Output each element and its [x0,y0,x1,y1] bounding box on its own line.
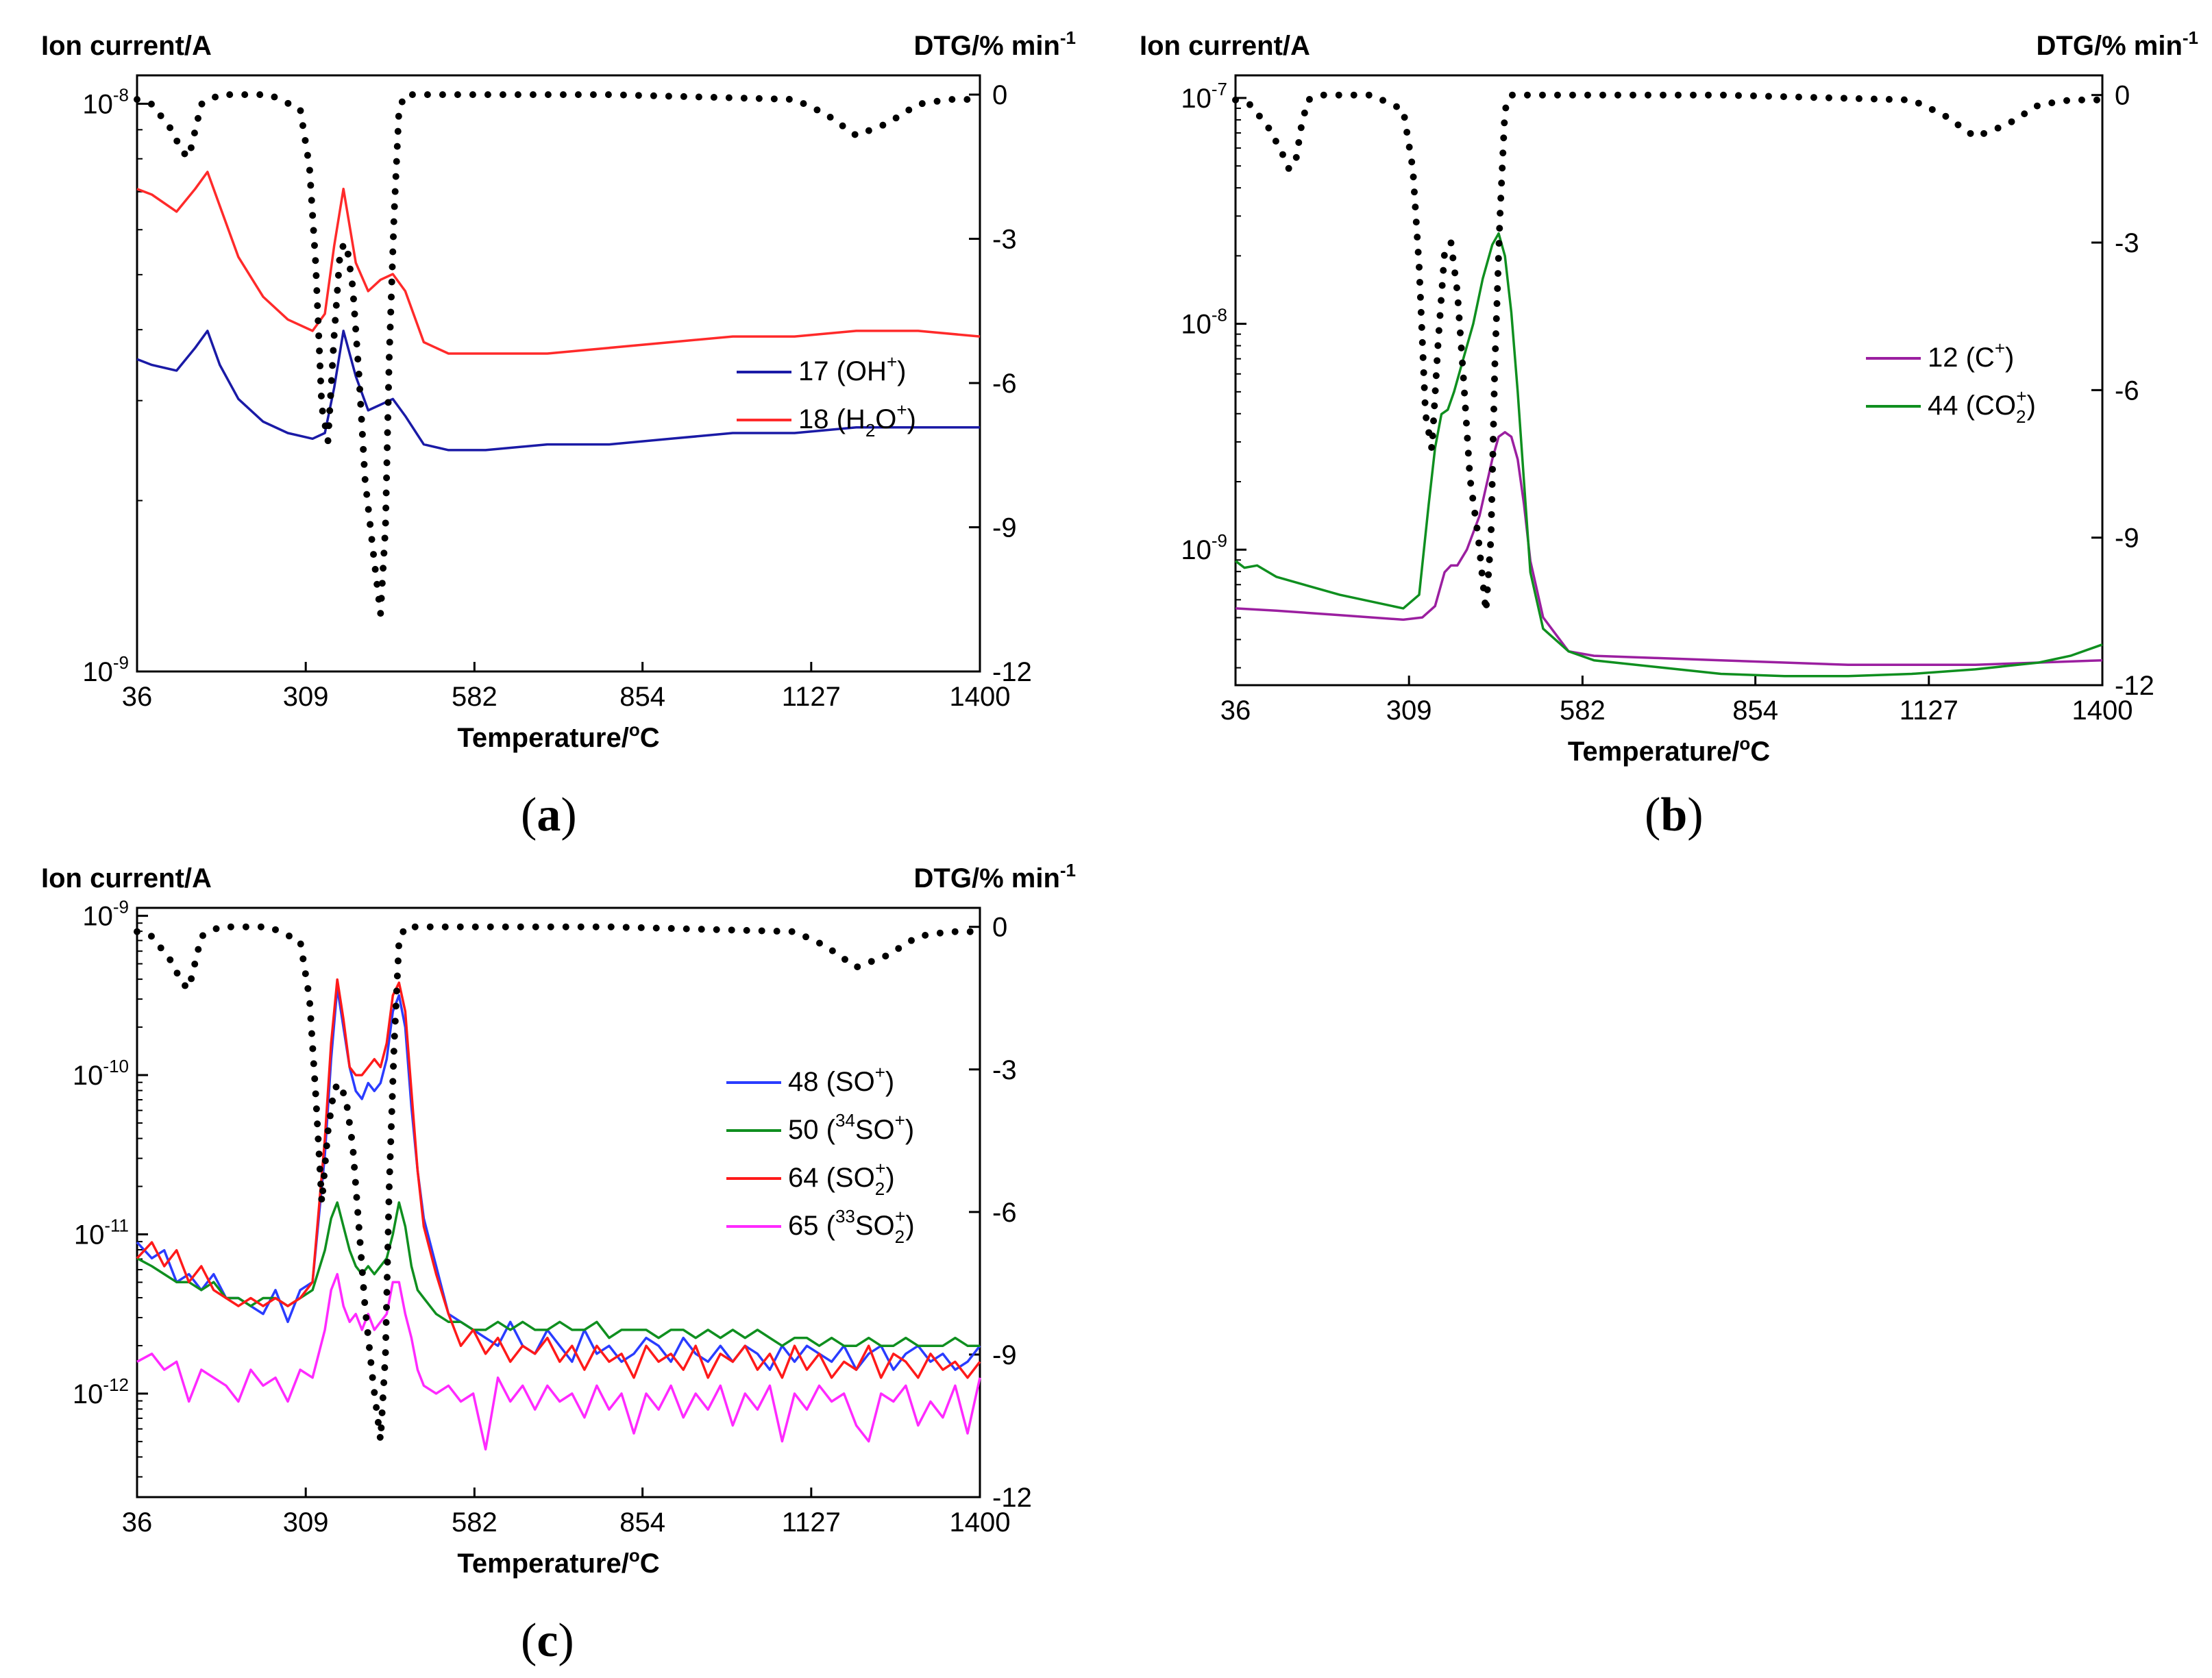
x-tick-label: 854 [619,1507,665,1538]
y2-tick-label: 0 [2115,81,2130,111]
legend-label: 12 (C+) [1928,338,2014,373]
x-tick-label: 36 [1220,695,1251,726]
series-line-so2_33 [136,1272,981,1451]
dtg-series-line [1232,91,2106,612]
y2-tick-label: -3 [2115,228,2139,258]
y-tick-label: 10-8 [82,84,129,119]
y2-tick-label: -6 [992,1198,1017,1228]
plot-frame [1234,74,2104,687]
x-tick-label: 309 [1386,695,1432,726]
series-line-oh [136,330,980,452]
caption-b: (b) [1645,789,1704,841]
x-tick-label: 854 [619,682,665,712]
caption-c: (c) [521,1614,574,1667]
left-axis-title: Ion current/A [1140,31,1310,61]
x-tick-label: 309 [283,682,329,712]
plot-frame [136,74,981,673]
y2-tick-label: -12 [992,657,1032,687]
dtg-series-line [134,923,983,1441]
chart-svg-c: Ion current/A DTG/% min-1 36 309 582 854 1127 1… [41,860,1076,1579]
y-tick-label: 10-9 [82,897,129,932]
y2-tick-label: -3 [992,1055,1017,1085]
left-axis-title: Ion current/A [41,863,212,893]
y2-tick-label: -12 [2115,671,2154,701]
legend-label: 65 (33SO2+) [788,1206,915,1247]
plot-frame [136,906,981,1498]
x-tick-label: 582 [452,682,497,712]
legend-label: 48 (SO+) [788,1062,894,1097]
legend-label: 64 (SO2+) [788,1158,895,1199]
x-tick-label: 582 [452,1507,497,1538]
y2-tick-label: 0 [992,80,1007,110]
x-axis-title: Temperature/oC [457,1545,659,1579]
y-tick-label: 10-8 [1181,305,1227,340]
x-tick-label: 1400 [950,1507,1011,1538]
chart-svg-b: Ion current/A DTG/% min-1 36 309 582 854 1127 1… [1140,27,2198,767]
x-tick-label: 36 [122,682,153,712]
y-tick-label: 10-9 [1181,530,1227,565]
series-line-so2 [136,978,981,1379]
x-tick-label: 1400 [950,682,1011,712]
x-tick-label: 854 [1732,695,1778,726]
chart-panel-a: Ion current/A DTG/% min-1 36 309 582 854 1127 1… [0,0,1096,850]
x-axis-title: Temperature/oC [457,719,659,753]
x-tick-label: 1127 [1900,695,1958,726]
y-tick-label: 10-12 [73,1374,129,1409]
x-tick-label: 1400 [2072,695,2133,726]
right-axis-title: DTG/% min-1 [914,27,1076,61]
x-tick-label: 1127 [782,682,841,712]
x-tick-label: 1127 [782,1507,841,1538]
legend-label: 18 (H2O+) [798,399,916,441]
series-line-co2 [1234,232,2103,678]
y2-tick-label: -9 [992,1340,1017,1370]
x-tick-label: 582 [1560,695,1606,726]
y-tick-label: 10-11 [74,1215,129,1250]
chart-svg-a: Ion current/A DTG/% min-1 36 309 582 854 1127 1… [41,27,1076,753]
y2-tick-label: -12 [992,1483,1032,1513]
dtg-series-line [134,91,983,615]
y2-tick-label: -3 [992,225,1017,255]
legend-label: 50 (34SO+) [788,1110,914,1145]
x-tick-label: 309 [283,1507,329,1538]
legend-label: 17 (OH+) [798,351,906,386]
series-line-c [1235,431,2103,667]
y-tick-label: 10-9 [82,652,129,687]
series-line-h2o [136,171,981,355]
y2-tick-label: -9 [992,513,1017,543]
y-tick-label: 10-7 [1181,79,1227,114]
y2-tick-label: -6 [2115,375,2139,406]
chart-panel-b: Ion current/A DTG/% min-1 36 309 582 854 1127 1… [1116,0,2212,850]
left-axis-title: Ion current/A [41,31,212,61]
y-tick-label: 10-10 [73,1056,129,1091]
x-axis-title: Temperature/oC [1568,733,1770,767]
legend-label: 44 (CO2+) [1928,386,2036,427]
y2-tick-label: -6 [992,369,1017,399]
right-axis-title: DTG/% min-1 [2037,27,2198,61]
right-axis-title: DTG/% min-1 [914,860,1076,893]
y2-tick-label: -9 [2115,523,2139,554]
chart-panel-c: Ion current/A DTG/% min-1 36 309 582 854 1127 1… [0,843,1096,1678]
y2-tick-label: 0 [992,913,1007,943]
caption-a: (a) [521,789,577,841]
x-tick-label: 36 [122,1507,153,1538]
